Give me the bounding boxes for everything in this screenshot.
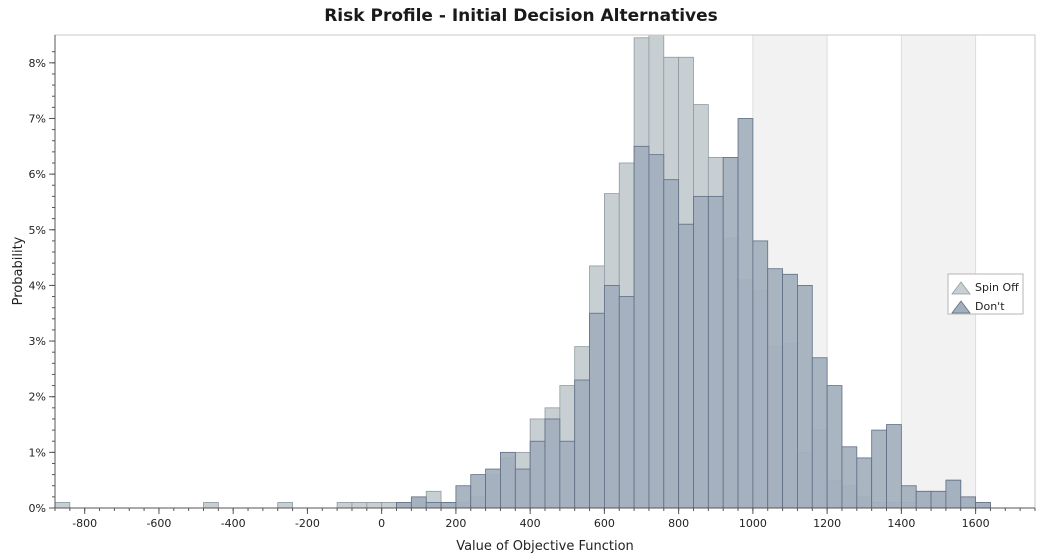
y-axis-title: Probability — [11, 236, 26, 305]
bar — [841, 446, 858, 509]
bar — [722, 157, 739, 509]
bar — [485, 468, 501, 509]
series-dont — [396, 118, 991, 509]
bar — [455, 485, 472, 509]
bar — [797, 285, 813, 509]
bar — [975, 502, 991, 509]
x-tick-label: -400 — [221, 517, 246, 530]
bar — [707, 195, 724, 509]
bar — [871, 429, 887, 509]
bar — [574, 379, 590, 509]
x-tick-label: 200 — [445, 517, 466, 530]
bar — [589, 312, 605, 509]
bar — [678, 223, 694, 509]
bar — [960, 496, 977, 509]
bar — [782, 273, 798, 509]
y-tick-label: 4% — [29, 279, 46, 292]
bar — [737, 118, 754, 509]
x-tick-label: 600 — [594, 517, 615, 530]
bar — [440, 502, 457, 509]
bar — [351, 502, 368, 509]
bar — [544, 418, 561, 509]
bar — [396, 502, 412, 509]
histogram-bars — [54, 34, 991, 509]
x-tick-label: 1000 — [739, 517, 767, 530]
y-tick-label: 8% — [29, 57, 46, 70]
y-tick-label: 6% — [29, 168, 46, 181]
bar — [410, 496, 427, 509]
bar — [633, 145, 650, 509]
bar — [203, 502, 219, 509]
bar — [945, 479, 962, 509]
x-tick-label: 1600 — [962, 517, 990, 530]
bar — [603, 285, 620, 509]
bar — [529, 440, 546, 509]
legend: Spin Off Don't — [947, 273, 1024, 315]
series-spin-off — [54, 34, 991, 509]
y-tick-label: 7% — [29, 112, 46, 125]
x-axis-title: Value of Objective Function — [456, 539, 634, 554]
legend-label: Don't — [975, 300, 1005, 313]
shaded-band-1 — [900, 34, 977, 509]
bar — [693, 195, 709, 509]
bar — [811, 357, 828, 509]
chart-title: Risk Profile - Initial Decision Alternat… — [324, 6, 718, 26]
bar — [381, 502, 397, 509]
legend-label: Spin Off — [975, 281, 1019, 294]
x-tick-label: 0 — [378, 517, 385, 530]
x-tick-label: 400 — [520, 517, 541, 530]
bar — [752, 240, 769, 509]
y-tick-label: 2% — [29, 391, 46, 404]
bar — [514, 468, 531, 509]
bar — [336, 502, 353, 509]
bar — [366, 502, 383, 509]
bar — [915, 490, 932, 509]
x-tick-label: -200 — [295, 517, 320, 530]
bar — [470, 474, 487, 509]
y-tick-label: 5% — [29, 224, 46, 237]
bar — [425, 502, 442, 509]
legend-marker-icon — [951, 300, 971, 314]
bar — [618, 296, 635, 509]
bar — [559, 440, 576, 509]
x-tick-label: -800 — [72, 517, 97, 530]
bar — [900, 485, 917, 509]
y-tick-label: 0% — [29, 502, 46, 515]
bar — [767, 268, 783, 509]
bar — [648, 154, 665, 509]
bar — [886, 424, 902, 509]
y-tick-label: 1% — [29, 446, 46, 459]
bar — [856, 457, 873, 509]
x-tick-label: 800 — [668, 517, 689, 530]
bar — [663, 179, 680, 509]
bar — [826, 385, 843, 509]
x-tick-label: 1200 — [813, 517, 841, 530]
y-tick-label: 3% — [29, 335, 46, 348]
bar — [930, 490, 947, 509]
x-tick-label: -600 — [146, 517, 171, 530]
bar — [277, 502, 293, 509]
bar — [54, 502, 71, 509]
legend-marker-icon — [951, 281, 971, 295]
axes: -800 -600 -400 -200 0 200 400 600 800 1000 1200 140… — [29, 34, 1036, 530]
x-tick-label: 1400 — [887, 517, 915, 530]
bar — [500, 451, 516, 509]
